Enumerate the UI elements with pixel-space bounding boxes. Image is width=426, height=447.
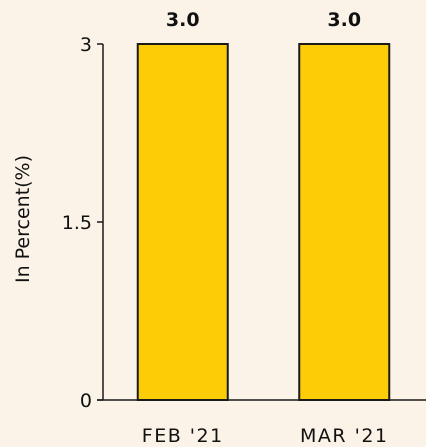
x-category-label: MAR '21 [300,425,389,447]
y-axis: 01.53 [62,34,103,412]
x-axis: FEB '21 MAR '21 [97,400,426,447]
y-tick-label: 0 [80,390,92,412]
data-label: 3.0 [327,9,361,31]
bars [138,44,390,400]
x-category-label: FEB '21 [142,425,224,447]
y-tick-label: 3 [80,34,92,56]
data-labels: 3.0 3.0 [166,9,361,31]
y-axis-title: In Percent(%) [12,155,34,283]
bar [299,44,389,400]
y-tick-label: 1.5 [62,212,92,234]
data-label: 3.0 [166,9,200,31]
bar [138,44,228,400]
